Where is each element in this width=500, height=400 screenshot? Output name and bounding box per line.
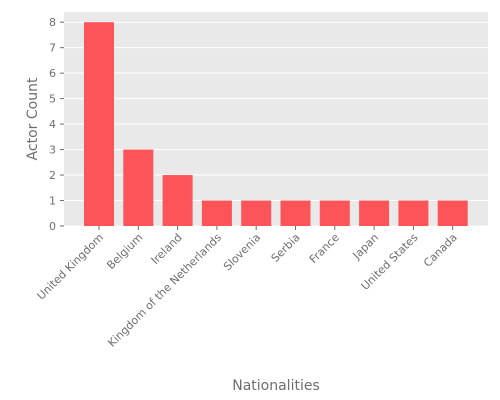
bar bbox=[359, 200, 390, 226]
y-tick-label: 0 bbox=[49, 220, 56, 233]
x-tick-label: France bbox=[307, 231, 342, 266]
y-tick-label: 8 bbox=[49, 16, 56, 29]
bar bbox=[123, 149, 154, 226]
x-tick-label: United Kingdom bbox=[34, 231, 106, 303]
y-tick-label: 6 bbox=[49, 67, 56, 80]
bar bbox=[319, 200, 350, 226]
y-tick-label: 4 bbox=[49, 118, 56, 131]
bar bbox=[437, 200, 468, 226]
x-tick-label: Serbia bbox=[269, 231, 303, 265]
bars bbox=[84, 22, 468, 226]
y-tick-label: 7 bbox=[49, 42, 56, 55]
x-tick-label: Ireland bbox=[149, 231, 185, 267]
y-tick-label: 5 bbox=[49, 93, 56, 106]
x-tick-label: Belgium bbox=[104, 231, 145, 272]
x-tick-label: Japan bbox=[350, 231, 382, 263]
x-tick-label: Slovenia bbox=[221, 231, 263, 273]
y-axis-label: Actor Count bbox=[25, 77, 41, 160]
x-tick-label: Canada bbox=[421, 231, 460, 270]
y-tick-label: 2 bbox=[49, 169, 56, 182]
y-tick-label: 3 bbox=[49, 144, 56, 157]
x-axis-label: Nationalities bbox=[232, 378, 320, 394]
bar bbox=[162, 175, 193, 226]
bar bbox=[241, 200, 272, 226]
bar bbox=[84, 22, 114, 226]
bar bbox=[398, 200, 429, 226]
bar bbox=[201, 200, 232, 226]
y-axis-ticks: 0 1 2 3 4 5 6 7 8 bbox=[49, 16, 64, 233]
y-tick-label: 1 bbox=[49, 195, 56, 208]
bar bbox=[280, 200, 311, 226]
